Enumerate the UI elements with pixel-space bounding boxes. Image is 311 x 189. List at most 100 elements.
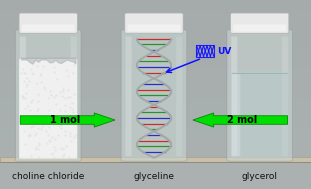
- Point: [70, 108, 75, 111]
- Point: [31, 72, 36, 75]
- Point: [42, 86, 47, 89]
- Point: [21, 68, 26, 71]
- Point: [40, 124, 45, 127]
- Point: [67, 135, 72, 138]
- Point: [20, 117, 25, 120]
- Point: [35, 126, 40, 129]
- Point: [52, 70, 57, 74]
- Point: [19, 71, 24, 74]
- Point: [25, 105, 30, 108]
- Point: [62, 104, 67, 107]
- Point: [52, 65, 57, 68]
- Point: [64, 145, 69, 148]
- FancyBboxPatch shape: [232, 74, 240, 156]
- Point: [30, 124, 35, 127]
- FancyBboxPatch shape: [125, 36, 132, 156]
- FancyBboxPatch shape: [230, 13, 289, 33]
- Point: [27, 116, 32, 119]
- Point: [47, 139, 52, 142]
- Point: [60, 119, 65, 122]
- Point: [57, 108, 62, 111]
- Point: [70, 72, 75, 75]
- Point: [60, 95, 65, 98]
- Point: [66, 96, 71, 99]
- Point: [61, 153, 66, 156]
- Point: [61, 155, 66, 158]
- Point: [23, 106, 28, 109]
- Point: [24, 84, 29, 87]
- Point: [35, 107, 40, 110]
- Point: [71, 63, 76, 66]
- Point: [72, 133, 77, 136]
- Point: [20, 95, 25, 98]
- Point: [36, 155, 41, 158]
- Point: [51, 151, 56, 154]
- FancyBboxPatch shape: [227, 30, 292, 161]
- Point: [62, 130, 67, 133]
- Point: [36, 141, 41, 144]
- Point: [34, 132, 39, 135]
- Point: [34, 64, 39, 67]
- Point: [36, 143, 41, 146]
- Point: [35, 99, 40, 102]
- FancyBboxPatch shape: [231, 36, 237, 156]
- Point: [51, 95, 56, 98]
- FancyBboxPatch shape: [15, 30, 81, 161]
- Text: 2 mol: 2 mol: [227, 115, 258, 125]
- FancyBboxPatch shape: [176, 36, 182, 156]
- Point: [53, 138, 58, 141]
- Point: [58, 126, 63, 129]
- Point: [53, 103, 58, 106]
- Point: [29, 120, 34, 123]
- Point: [26, 132, 31, 136]
- Point: [21, 96, 26, 99]
- Point: [47, 125, 52, 129]
- Point: [20, 94, 25, 97]
- Point: [38, 72, 43, 75]
- Point: [22, 71, 27, 74]
- Point: [57, 124, 62, 127]
- Point: [25, 122, 30, 125]
- Point: [41, 64, 46, 67]
- Point: [69, 140, 74, 143]
- Point: [29, 99, 34, 102]
- Point: [33, 146, 38, 149]
- Point: [35, 93, 40, 96]
- Point: [33, 148, 38, 151]
- Point: [22, 143, 27, 146]
- Point: [29, 71, 34, 74]
- Point: [46, 122, 51, 125]
- Point: [23, 97, 28, 100]
- Point: [54, 77, 59, 80]
- Point: [32, 133, 37, 136]
- Point: [64, 69, 69, 72]
- FancyBboxPatch shape: [20, 36, 26, 156]
- Point: [63, 96, 68, 99]
- Text: glyceline: glyceline: [133, 172, 174, 181]
- Point: [38, 73, 43, 76]
- Point: [23, 91, 28, 94]
- Point: [28, 67, 33, 70]
- Point: [44, 141, 49, 144]
- Point: [61, 147, 66, 150]
- Point: [42, 122, 47, 125]
- FancyBboxPatch shape: [22, 25, 75, 32]
- Point: [28, 134, 33, 137]
- Point: [27, 109, 32, 112]
- FancyBboxPatch shape: [19, 13, 77, 33]
- Point: [24, 76, 29, 79]
- Point: [27, 135, 32, 138]
- Point: [25, 83, 30, 86]
- Point: [68, 106, 73, 109]
- Point: [36, 147, 41, 150]
- Point: [35, 109, 39, 112]
- Point: [48, 153, 53, 156]
- Point: [70, 110, 75, 113]
- Point: [51, 146, 56, 149]
- Point: [71, 92, 76, 95]
- Text: UV: UV: [217, 47, 231, 57]
- Point: [68, 131, 73, 134]
- Point: [43, 88, 48, 91]
- Point: [21, 130, 26, 133]
- FancyBboxPatch shape: [230, 72, 289, 159]
